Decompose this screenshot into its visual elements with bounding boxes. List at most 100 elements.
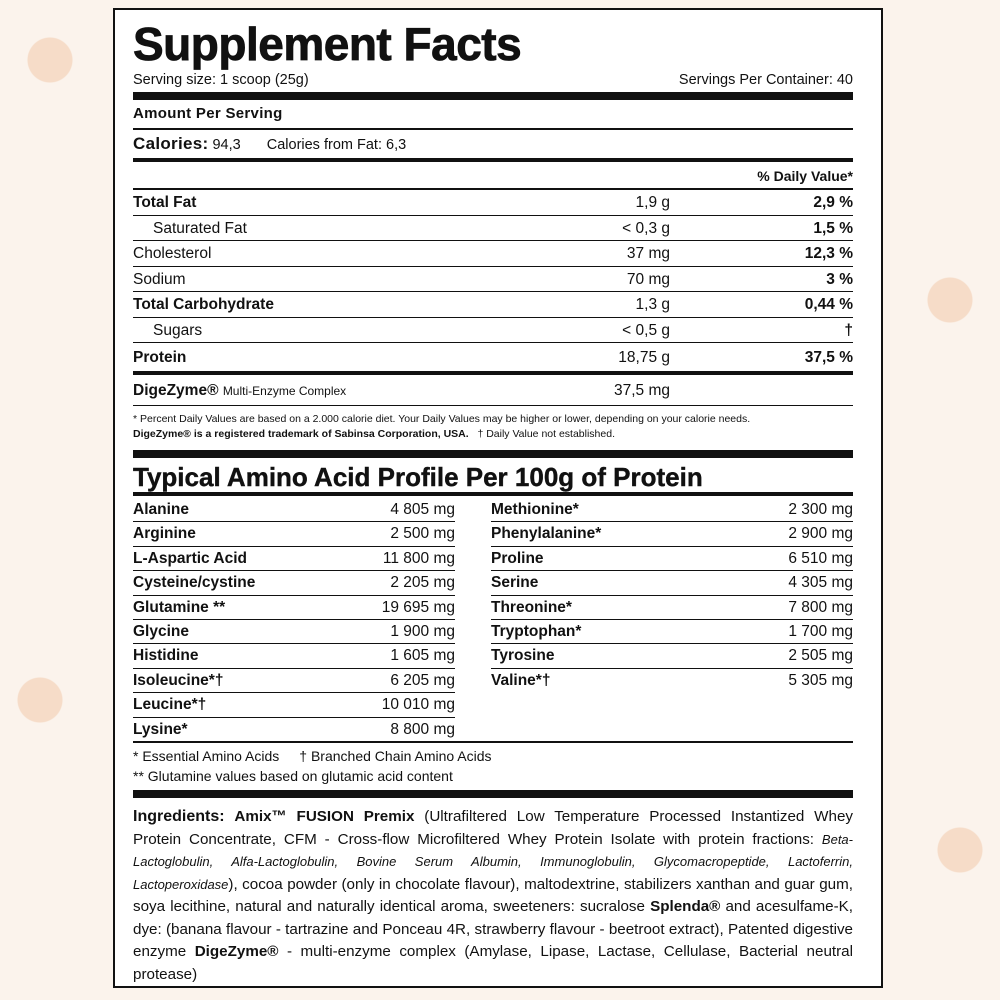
amino-amount: 19 695 mg: [381, 598, 455, 616]
amino-amount: 6 510 mg: [788, 549, 853, 567]
serving-info: Serving size: 1 scoop (25g) Servings Per…: [133, 72, 853, 92]
amino-name: Valine*†: [491, 671, 551, 689]
amino-amount: 2 900 mg: [788, 525, 853, 543]
nutrient-daily-value: 2,9 %: [813, 194, 853, 211]
nutrient-name: Cholesterol: [133, 245, 212, 262]
nutrient-name: Total Carbohydrate: [133, 296, 274, 313]
calories-from-fat: Calories from Fat: 6,3: [266, 137, 407, 153]
ingredients-fractions: Beta-Lactoglobulin, Alfa-Lactoglobulin, …: [133, 831, 853, 892]
ingredients-text: (Ultrafiltered Low Temperature Processed…: [133, 807, 853, 848]
ingredients-text: ), cocoa powder (only in chocolate flavo…: [133, 875, 853, 916]
amino-row: Methionine* 2 300 mg: [491, 498, 853, 523]
amino-notes: * Essential Amino Acids † Branched Chain …: [133, 743, 853, 790]
footnote: * Percent Daily Values are based on a 2.…: [133, 413, 751, 425]
nutrient-table: Total Fat 1,9 g 2,9 % Saturated Fat < 0,3 g 1…: [133, 190, 853, 371]
amino-row: Cysteine/cystine 2 205 mg: [133, 571, 455, 596]
amount-per-serving: Amount Per Serving: [133, 105, 283, 122]
amino-row: Threonine* 7 800 mg: [491, 596, 853, 620]
divider: [133, 371, 853, 375]
divider: [133, 92, 853, 100]
amino-name: Arginine: [133, 525, 196, 543]
ingredients-label: Ingredients:: [133, 807, 225, 825]
amino-name: Lysine*: [133, 720, 188, 738]
nutrient-daily-value: 37,5 %: [804, 349, 853, 366]
amino-name: Leucine*†: [133, 696, 207, 714]
footnote: DigeZyme® is a registered trademark of S…: [133, 427, 853, 442]
calories-label: Calories:: [133, 134, 209, 153]
nutrient-row: Total Fat 1,9 g 2,9 %: [133, 190, 853, 215]
divider: [133, 128, 853, 130]
nutrient-amount: < 0,5 g: [622, 321, 670, 339]
ingredients-brand: Splenda®: [650, 898, 721, 916]
nutrient-daily-value: †: [844, 321, 853, 339]
amino-note: * Essential Amino Acids: [133, 747, 280, 764]
amino-amount: 4 305 mg: [788, 574, 853, 592]
divider: [133, 450, 853, 458]
nutrient-amount: 70 mg: [626, 270, 670, 288]
serving-size: Serving size: 1 scoop (25g): [133, 72, 309, 88]
servings-per-container: Servings Per Container: 40: [678, 72, 853, 88]
calories-row: Calories: 94,3 Calories from Fat: 6,3: [133, 130, 853, 158]
footnote-dagger: † Daily Value not established.: [477, 428, 615, 440]
ingredients-brand: Amix™ FUSION Premix: [234, 807, 415, 825]
amino-amount: 4 805 mg: [390, 501, 455, 518]
calories-value: 94,3: [212, 137, 241, 153]
nutrient-row: Sodium 70 mg 3 %: [133, 265, 853, 292]
nutrient-name: Sodium: [133, 270, 186, 288]
nutrient-daily-value: 3 %: [826, 270, 853, 288]
amino-amount: 5 305 mg: [788, 671, 853, 689]
amino-name: Isoleucine*†: [133, 671, 224, 689]
amino-row: Glutamine ** 19 695 mg: [133, 596, 455, 620]
amino-amount: 8 800 mg: [390, 720, 455, 738]
divider: [133, 492, 853, 496]
digezyme-row: DigeZyme® Multi-Enzyme Complex 37,5 mg: [133, 375, 853, 405]
daily-value-header: % Daily Value*: [757, 168, 853, 184]
amino-row: Alanine 4 805 mg: [133, 498, 455, 523]
footnotes: * Percent Daily Values are based on a 2.…: [133, 406, 853, 450]
amino-column-right: Methionine* 2 300 mg Phenylalanine* 2 900 m…: [491, 498, 853, 741]
amino-amount: 11 800 mg: [382, 549, 455, 567]
nutrient-amount: 1,3 g: [635, 296, 670, 313]
amino-row: Tyrosine 2 505 mg: [491, 644, 853, 669]
amino-amount: 2 505 mg: [788, 647, 853, 665]
divider: [133, 789, 853, 798]
amino-name: Histidine: [133, 647, 199, 665]
panel-title: Supplement Facts: [133, 18, 523, 71]
digezyme-name: DigeZyme® Multi-Enzyme Complex: [133, 375, 520, 407]
amino-row: Tryptophan* 1 700 mg: [491, 620, 853, 645]
amino-amount: 10 010 mg: [381, 696, 455, 714]
amino-note-line: * Essential Amino Acids † Branched Chain …: [133, 746, 853, 766]
divider: [133, 740, 853, 743]
digezyme-amount: 37,5 mg: [613, 382, 670, 399]
amino-row: Phenylalanine* 2 900 mg: [491, 522, 853, 547]
amino-row: Glycine 1 900 mg: [133, 620, 455, 645]
amino-name: Glutamine **: [133, 598, 226, 616]
amino-title: Typical Amino Acid Profile Per 100g of P…: [133, 462, 703, 492]
amino-row: Arginine 2 500 mg: [133, 522, 455, 547]
amino-name: Alanine: [133, 501, 189, 518]
ingredients-brand: DigeZyme®: [194, 943, 279, 961]
nutrient-name: Protein: [133, 349, 187, 366]
supplement-facts-panel: Supplement Facts Serving size: 1 scoop (…: [113, 8, 883, 988]
nutrient-name: Saturated Fat: [153, 219, 247, 237]
amino-row: Serine 4 305 mg: [491, 571, 853, 596]
nutrient-row: Total Carbohydrate 1,3 g 0,44 %: [133, 291, 853, 317]
amino-amount: 6 205 mg: [390, 671, 455, 689]
nutrient-amount: 37 mg: [626, 245, 670, 262]
amino-name: Cysteine/cystine: [133, 574, 256, 592]
amino-row: L-Aspartic Acid 11 800 mg: [133, 547, 455, 572]
nutrient-amount: < 0,3 g: [622, 219, 670, 237]
amino-amount: 7 800 mg: [788, 598, 853, 616]
digezyme-brand: DigeZyme®: [133, 382, 219, 399]
amino-amount: 2 205 mg: [390, 574, 455, 592]
spacer: [670, 375, 853, 407]
amino-amount: 2 500 mg: [390, 525, 455, 543]
amino-name: Threonine*: [491, 598, 572, 616]
nutrient-row: Cholesterol 37 mg 12,3 %: [133, 240, 853, 266]
amino-name: Glycine: [133, 622, 189, 640]
amino-amount: 1 700 mg: [788, 622, 853, 640]
amino-row: Proline 6 510 mg: [491, 547, 853, 572]
digezyme-desc: Multi-Enzyme Complex: [222, 384, 347, 398]
